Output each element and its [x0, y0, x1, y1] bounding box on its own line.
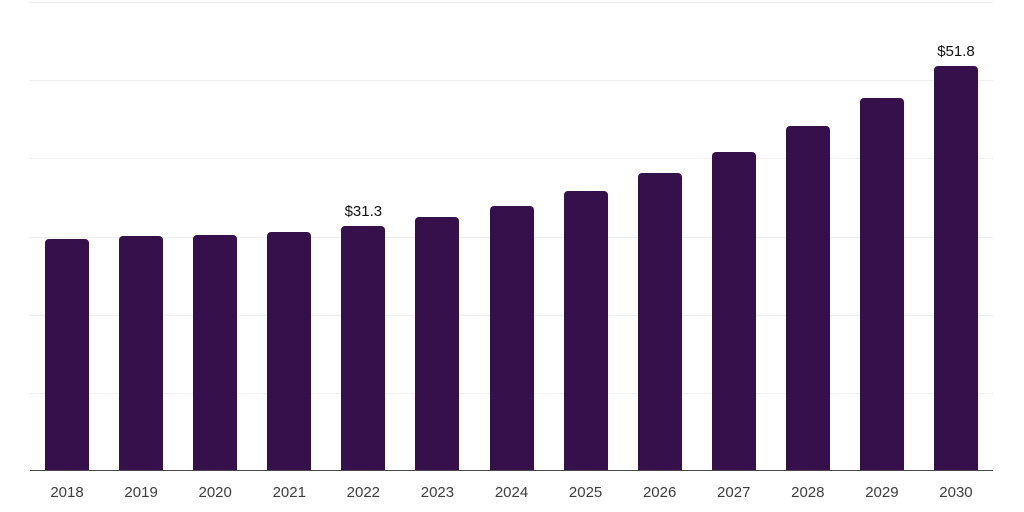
bar-slot-2024 [474, 2, 548, 471]
bars-row: $31.3 $51.8 [30, 2, 993, 471]
bar-slot-2030: $51.8 [919, 2, 993, 471]
x-tick-label-2018: 2018 [50, 484, 84, 501]
bar-slot-2029 [845, 2, 919, 471]
bar-2028 [785, 126, 830, 471]
x-tick-label-2027: 2027 [717, 484, 751, 501]
bar-slot-2018 [30, 2, 104, 471]
bar-2023 [415, 216, 460, 471]
bar-2030 [933, 66, 978, 471]
plot-area: $31.3 $51.8 [30, 2, 993, 471]
x-tick-label-2029: 2029 [865, 484, 899, 501]
bar-slot-2028 [771, 2, 845, 471]
bar-2029 [859, 98, 904, 471]
bar-value-label-2030: $51.8 [937, 43, 975, 61]
x-tick-label-2019: 2019 [124, 484, 158, 501]
gridline-50 [30, 80, 993, 82]
bar-2021 [267, 231, 312, 471]
bar-slot-2020 [178, 2, 252, 471]
bar-2020 [193, 234, 238, 471]
x-tick-label-2028: 2028 [791, 484, 825, 501]
bar-2019 [119, 235, 164, 471]
bar-slot-2021 [252, 2, 326, 471]
bar-slot-2027 [697, 2, 771, 471]
x-axis-labels: 2018 2019 2020 2021 2022 2023 2024 2025 2026 2027… [30, 484, 993, 502]
bar-2027 [711, 152, 756, 471]
x-axis-line [30, 470, 993, 471]
x-tick-label-2020: 2020 [198, 484, 232, 501]
gridline-60 [30, 2, 993, 3]
gridline-40 [30, 158, 993, 160]
bar-slot-2026 [623, 2, 697, 471]
x-tick-label-2026: 2026 [642, 484, 677, 501]
x-tick-label-2022: 2022 [346, 484, 381, 501]
x-tick-label-2024: 2024 [494, 484, 529, 501]
x-tick-label-2023: 2023 [420, 484, 455, 501]
bar-2024 [489, 206, 534, 471]
bar-slot-2023 [400, 2, 474, 471]
x-tick-label-2025: 2025 [568, 484, 603, 501]
x-tick-label-2030: 2030 [939, 484, 973, 501]
bar-slot-2019 [104, 2, 178, 471]
bar-slot-2022: $31.3 [326, 2, 400, 471]
x-tick-label-2021: 2021 [272, 484, 306, 501]
bar-2026 [637, 173, 682, 471]
bar-value-label-2022: $31.3 [344, 203, 383, 221]
bar-2022 [341, 226, 386, 471]
bar-2018 [45, 238, 90, 471]
bar-2025 [563, 191, 608, 471]
bar-slot-2025 [549, 2, 623, 471]
